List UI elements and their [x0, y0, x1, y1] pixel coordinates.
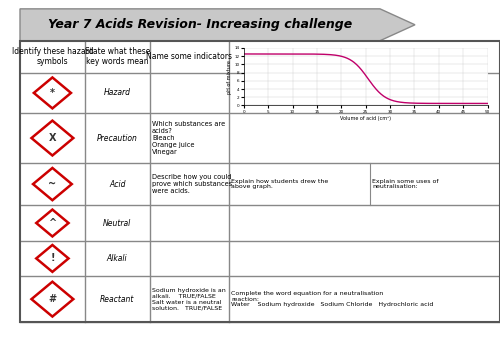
Text: Reactant: Reactant — [100, 295, 134, 304]
Text: Describe how you could
prove which substances
were acids.: Describe how you could prove which subst… — [152, 174, 232, 194]
Text: Year 7 Acids Revision- Increasing challenge: Year 7 Acids Revision- Increasing challe… — [48, 18, 352, 31]
Text: Hazard: Hazard — [104, 88, 130, 97]
Text: Alkali: Alkali — [107, 254, 128, 263]
Polygon shape — [20, 9, 415, 41]
Text: Acid: Acid — [109, 179, 126, 189]
Polygon shape — [34, 78, 71, 108]
Text: Precaution: Precaution — [97, 133, 138, 143]
Text: Identify these hazard
symbols: Identify these hazard symbols — [12, 47, 93, 66]
Text: Name some indicators: Name some indicators — [146, 52, 232, 61]
Text: #: # — [48, 294, 56, 304]
Polygon shape — [36, 245, 68, 272]
Polygon shape — [33, 168, 72, 200]
Text: Complete the word equation for a neutralisation
reaction:
Water    Sodium hydrox: Complete the word equation for a neutral… — [232, 291, 434, 307]
Text: !: ! — [50, 253, 54, 263]
Text: ~: ~ — [48, 179, 56, 189]
X-axis label: Volume of acid (cm³): Volume of acid (cm³) — [340, 116, 391, 121]
Text: Neutral: Neutral — [103, 218, 132, 228]
Polygon shape — [36, 210, 68, 236]
Text: Sodium hydroxide is an
alkali.    TRUE/FALSE
Salt water is a neutral
solution.  : Sodium hydroxide is an alkali. TRUE/FALS… — [152, 288, 226, 310]
Text: Which substances are
acids?
Bleach
Orange juice
Vinegar: Which substances are acids? Bleach Orang… — [152, 121, 226, 155]
Text: X: X — [48, 133, 56, 143]
Text: *: * — [50, 88, 55, 98]
Y-axis label: pH of mixture: pH of mixture — [226, 60, 232, 93]
Text: State what these
key words mean: State what these key words mean — [84, 47, 150, 66]
Polygon shape — [32, 121, 74, 155]
Text: Explain some uses of
neutralisation:: Explain some uses of neutralisation: — [372, 179, 439, 189]
Polygon shape — [32, 282, 74, 316]
Text: ^: ^ — [48, 218, 56, 228]
Text: How much acid is added to make the solution neutral?: How much acid is added to make the solut… — [260, 52, 469, 61]
Text: Explain how students drew the
above graph.: Explain how students drew the above grap… — [232, 179, 328, 189]
